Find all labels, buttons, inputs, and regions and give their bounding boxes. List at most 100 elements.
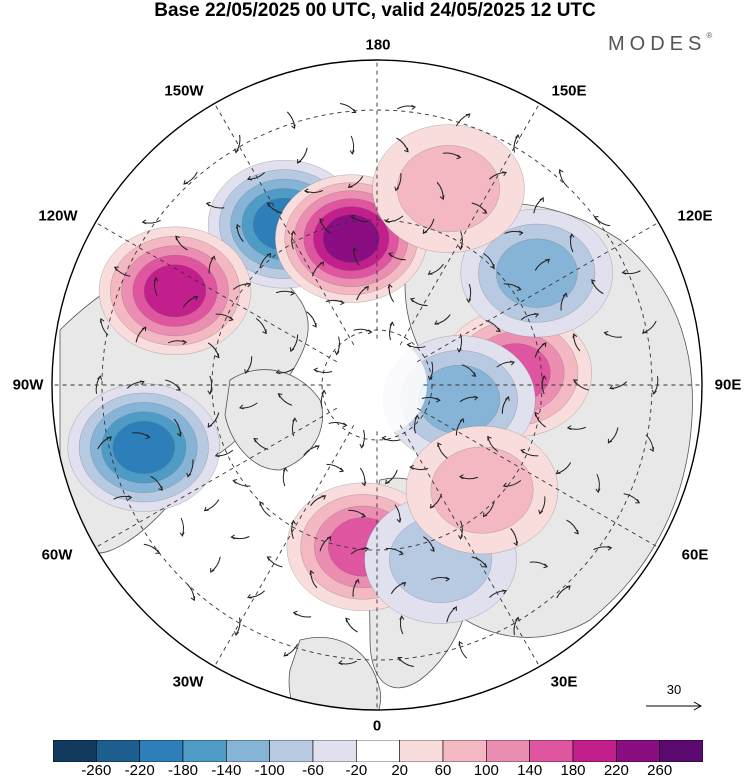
colorbar-tick-label: -260 (81, 762, 112, 779)
arrow-head (502, 171, 507, 177)
arrow-head (127, 495, 133, 501)
arrow-head (97, 375, 103, 381)
arrow-head (350, 214, 355, 220)
arrow-head (337, 660, 343, 666)
arrow-head (482, 512, 488, 518)
arrow-head (595, 488, 601, 494)
arrow-head (518, 230, 524, 236)
arrow-head (459, 417, 465, 423)
arrow-head (458, 640, 463, 646)
arrow-head (364, 547, 370, 552)
arrow-head (545, 258, 551, 264)
arrow-head (635, 499, 641, 504)
anomaly-pink-high-160E (372, 124, 525, 253)
anomaly-contour (430, 446, 534, 534)
arrow-head (603, 330, 609, 336)
reference-arrow-icon (646, 701, 703, 711)
arrow-head (422, 229, 428, 235)
arrow-head (107, 436, 112, 441)
arrow-head (609, 384, 615, 390)
arrow-head (364, 285, 369, 291)
arrow-head (182, 339, 188, 345)
arrow-head (445, 576, 451, 582)
lon-label-90e: 90E (714, 376, 742, 394)
reference-vector-label: 30 (666, 682, 682, 697)
arrow-head (430, 547, 435, 553)
lon-label-150w: 150W (164, 82, 204, 100)
arrow-head (290, 230, 296, 235)
arrow-head (99, 317, 105, 323)
arrow-head (351, 108, 357, 114)
arrow-head (513, 541, 519, 547)
arrow-head (516, 286, 522, 291)
colorbar-swatch (572, 740, 617, 762)
arrow-head (292, 417, 298, 422)
arrow-head (487, 435, 492, 441)
arrow-head (205, 201, 211, 207)
arrow-head (490, 264, 495, 269)
anomaly-contour (322, 214, 380, 263)
colorbar-tick-label: -220 (124, 762, 155, 779)
arrow-head (266, 252, 272, 258)
arrow-head (389, 321, 395, 327)
colorbar-swatch (96, 740, 140, 762)
arrow-head (427, 270, 433, 275)
arrow-head (515, 133, 520, 139)
arrow-head (283, 651, 289, 657)
anomaly-contour (397, 145, 500, 233)
colorbar-tick-label: -100 (254, 762, 285, 779)
arrow-head (347, 183, 353, 188)
arrow-head (235, 223, 241, 229)
arrow-head (259, 501, 264, 506)
meridian-line (95, 407, 338, 548)
arrow-head (207, 423, 213, 428)
arrow-head (387, 252, 393, 257)
arrow-head (569, 233, 575, 238)
arrow-head (409, 464, 414, 470)
colorbar-swatch (659, 740, 703, 762)
map-title: Base 22/05/2025 00 UTC, valid 24/05/2025… (154, 0, 596, 21)
map-border (51, 59, 703, 711)
arrow-head (384, 218, 390, 223)
meridian-line (214, 103, 355, 346)
registered-mark: ® (706, 31, 713, 40)
arrow-head (179, 532, 185, 537)
arrow-head (141, 326, 147, 332)
meridian-line (399, 424, 540, 667)
arrow-head (541, 342, 547, 347)
arrow-head (572, 333, 578, 339)
arrow-head (361, 513, 367, 518)
colorbar-tick-label: 260 (647, 762, 673, 779)
anomaly-blue-low-75W (67, 383, 220, 512)
arrow-head (345, 617, 350, 623)
arrow-head (210, 255, 216, 261)
meridian-line (416, 222, 659, 363)
colorbar-tick-label: -20 (345, 762, 368, 779)
arrow-head (458, 474, 464, 480)
arrow-head (210, 568, 215, 573)
arrow-head (591, 279, 596, 284)
arrow-head (275, 369, 281, 375)
arrow-head (471, 372, 477, 377)
lon-label-60w: 60W (41, 546, 73, 564)
arrow-head (321, 495, 327, 500)
arrow-head (141, 219, 147, 225)
latitude-circle-40 (101, 109, 653, 661)
arrow-head (290, 290, 296, 296)
colorbar-tick-label: 100 (473, 762, 499, 779)
colorbar-swatch (486, 740, 530, 762)
lon-label-180: 180 (365, 36, 391, 54)
arrow-head (289, 347, 295, 353)
lon-label-30e: 30E (550, 673, 578, 691)
arrow-head (326, 535, 332, 541)
arrow-head (534, 411, 540, 417)
arrow-head (361, 481, 367, 487)
arrow-head (429, 503, 435, 509)
arrow-head (313, 367, 319, 373)
arrow-head (404, 147, 409, 153)
arrow-head (266, 556, 272, 561)
arrow-head (319, 217, 324, 223)
arrow-head (247, 593, 252, 599)
arrow-head (505, 395, 510, 401)
